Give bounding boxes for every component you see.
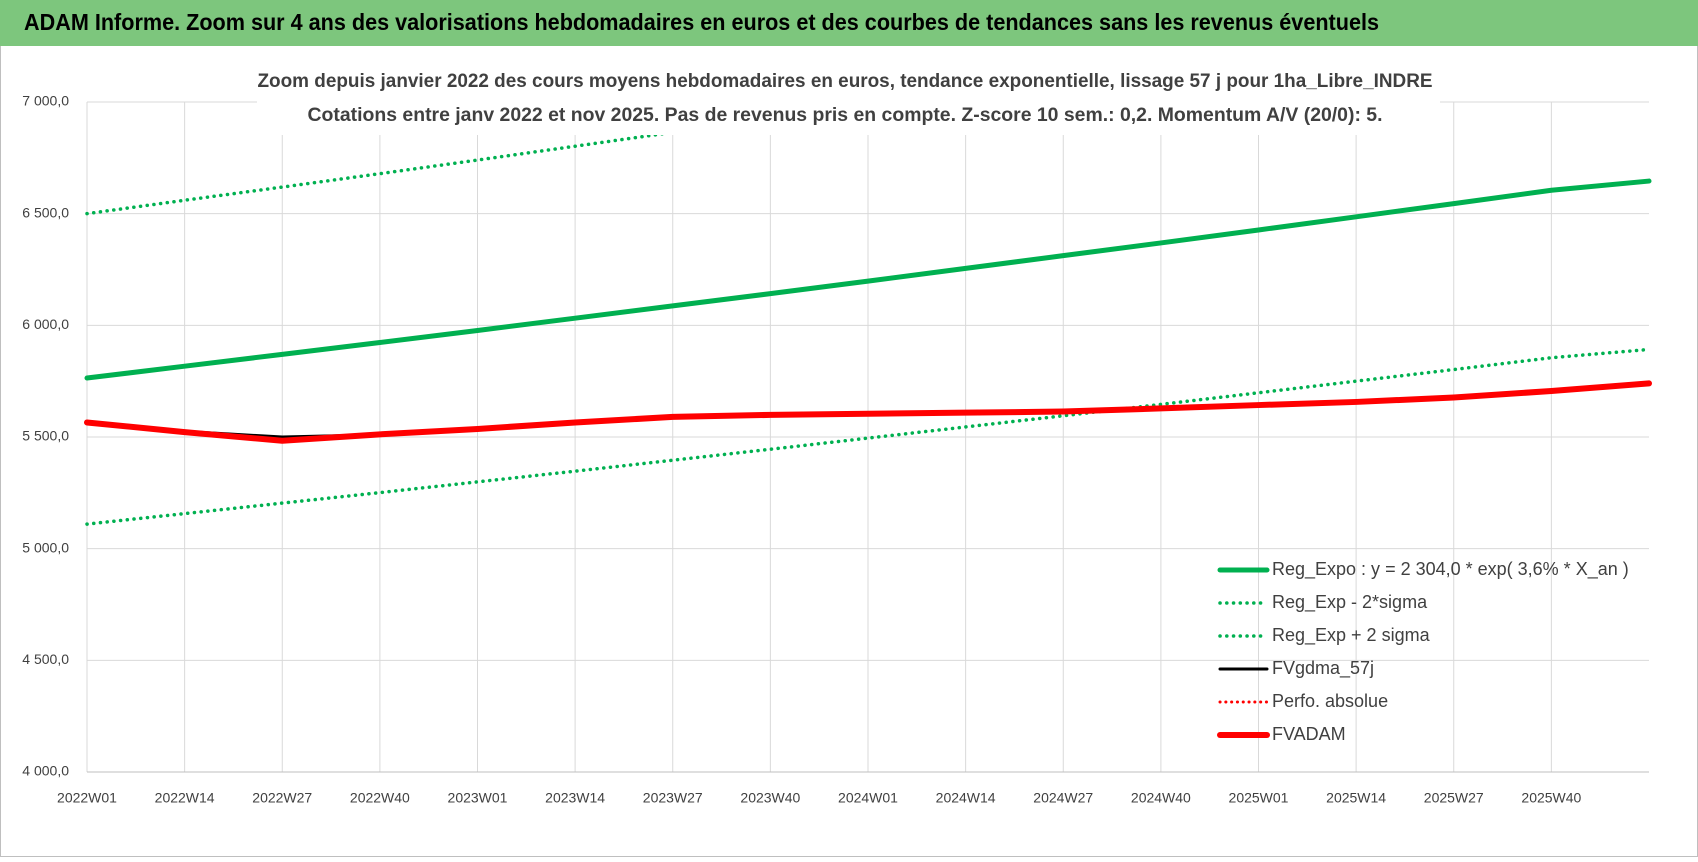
x-tick-label: 2025W27 <box>1424 790 1484 806</box>
x-tick-label: 2022W01 <box>57 790 117 806</box>
x-tick-label: 2023W01 <box>448 790 508 806</box>
x-tick-label: 2022W14 <box>155 790 215 806</box>
x-tick-label: 2023W14 <box>545 790 605 806</box>
legend-label: Perfo. absolue <box>1272 691 1388 711</box>
x-tick-label: 2025W40 <box>1521 790 1581 806</box>
legend-label: Reg_Exp - 2*sigma <box>1272 592 1428 613</box>
series-line <box>84 380 1652 444</box>
x-tick-label: 2024W40 <box>1131 790 1191 806</box>
header-title: ADAM Informe. Zoom sur 4 ans des valoris… <box>24 9 1379 35</box>
y-tick-label: 7 000,0 <box>22 93 69 109</box>
x-tick-label: 2025W14 <box>1326 790 1386 806</box>
y-tick-label: 6 500,0 <box>22 204 69 220</box>
legend-label: FVADAM <box>1272 724 1346 744</box>
x-tick-label: 2023W27 <box>643 790 703 806</box>
y-tick-label: 6 000,0 <box>22 316 69 332</box>
x-tick-label: 2022W27 <box>252 790 312 806</box>
y-tick-label: 5 000,0 <box>22 539 69 555</box>
legend-label: FVgdma_57j <box>1272 658 1374 679</box>
x-tick-label: 2022W40 <box>350 790 410 806</box>
x-tick-label: 2024W14 <box>936 790 996 806</box>
chart-subtitle: Cotations entre janv 2022 et nov 2025. P… <box>308 105 1383 126</box>
title-background <box>257 67 1440 135</box>
x-tick-label: 2024W01 <box>838 790 898 806</box>
legend-label: Reg_Expo : y = 2 304,0 * exp( 3,6% * X_a… <box>1272 559 1629 580</box>
legend-label: Reg_Exp + 2 sigma <box>1272 625 1431 646</box>
chart-title: Zoom depuis janvier 2022 des cours moyen… <box>258 71 1433 92</box>
y-tick-label: 5 500,0 <box>22 428 69 444</box>
y-tick-label: 4 000,0 <box>22 763 69 779</box>
x-tick-label: 2024W27 <box>1033 790 1093 806</box>
x-tick-label: 2025W01 <box>1229 790 1289 806</box>
series-line <box>85 347 1651 526</box>
series-line <box>84 178 1652 381</box>
y-tick-label: 4 500,0 <box>22 651 69 667</box>
header-bar <box>0 0 1698 46</box>
x-tick-label: 2023W40 <box>740 790 800 806</box>
